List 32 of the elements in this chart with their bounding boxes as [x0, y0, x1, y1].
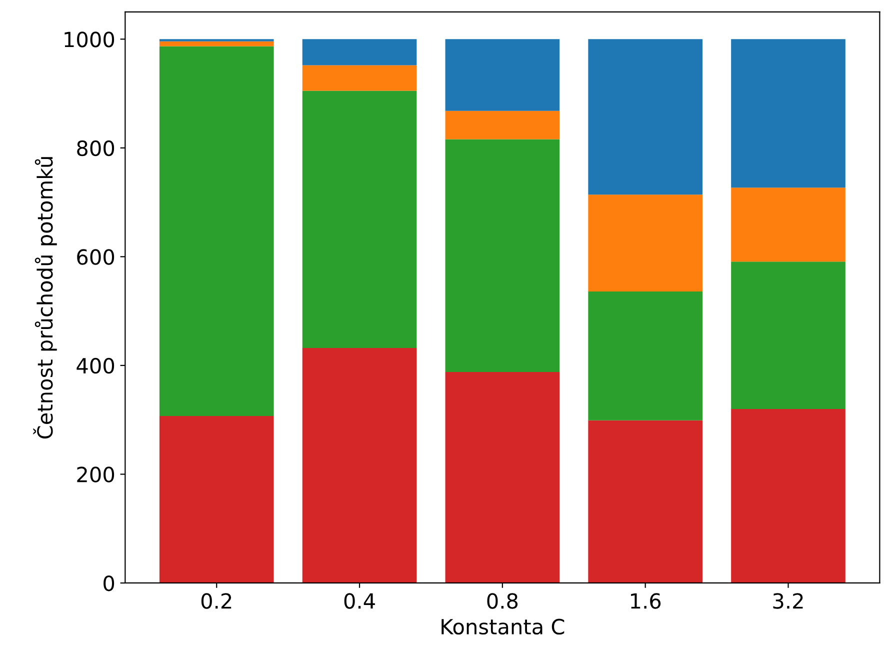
y-tick-label: 800	[77, 140, 114, 156]
y-axis-title: Četnost průchodů potomků	[33, 157, 57, 438]
bar	[302, 348, 417, 583]
x-tick-label: 3.2	[773, 593, 803, 609]
bar	[445, 372, 560, 583]
bar	[302, 65, 417, 91]
y-tick-label: 600	[77, 249, 114, 265]
x-tick-label: 0.4	[344, 593, 375, 609]
bar	[159, 46, 274, 416]
bar	[445, 139, 560, 372]
y-tick-label: 0	[104, 575, 114, 592]
bar	[445, 110, 560, 140]
x-axis-title: Konstanta C	[442, 618, 564, 635]
bar	[159, 41, 274, 46]
y-tick-label: 200	[77, 466, 114, 482]
x-tick-label: 0.8	[487, 593, 518, 609]
bar	[588, 420, 702, 583]
x-tick-label: 1.6	[631, 593, 661, 609]
x-tick-label: 0.2	[201, 593, 232, 609]
bar	[302, 90, 417, 348]
bar	[588, 291, 702, 420]
bar	[731, 262, 846, 409]
bar	[731, 39, 846, 188]
bar	[588, 39, 702, 195]
bar	[731, 408, 846, 583]
bar	[731, 188, 846, 262]
y-tick-label: 1000	[64, 32, 114, 48]
bar	[159, 416, 274, 583]
bar	[445, 39, 560, 111]
bar	[588, 194, 702, 292]
y-tick-label: 400	[76, 358, 114, 374]
bar	[302, 39, 417, 66]
